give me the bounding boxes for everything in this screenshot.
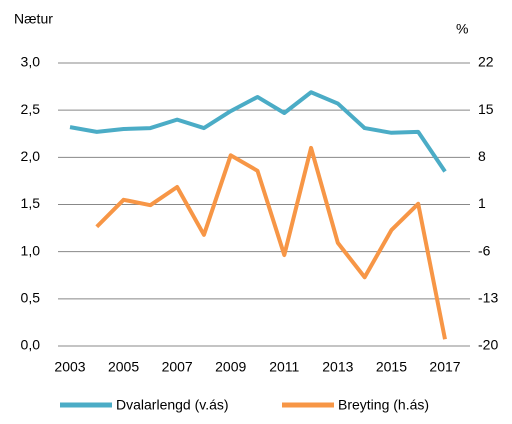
series-line [95, 145, 447, 340]
y2-tick-label: 15 [478, 101, 494, 117]
y2-tick-label: 22 [478, 54, 494, 70]
y2-axis-title: % [456, 21, 468, 37]
y-tick-label: 2,0 [21, 148, 41, 164]
y-tick-label: 1,0 [21, 242, 41, 258]
y-tick-label: 0,0 [21, 337, 41, 353]
y2-tick-label: -6 [478, 242, 491, 258]
x-tick-label: 2003 [54, 359, 85, 375]
x-tick-label: 2009 [215, 359, 246, 375]
y-tick-label: 3,0 [21, 54, 41, 70]
y2-tick-label: -13 [478, 290, 498, 306]
y2-tick-label: 1 [478, 195, 486, 211]
series-line [69, 90, 447, 173]
y2-tick-label: -20 [478, 337, 498, 353]
x-tick-label: 2013 [322, 359, 353, 375]
x-tick-label: 2007 [162, 359, 193, 375]
x-tick-label: 2017 [429, 359, 460, 375]
y2-tick-label: 8 [478, 148, 486, 164]
y-tick-label: 2,5 [21, 101, 41, 117]
legend-label: Breyting (h.ás) [338, 397, 429, 413]
x-tick-label: 2011 [269, 359, 299, 375]
y-axis-title: Nætur [14, 11, 53, 27]
y-tick-label: 0,5 [21, 290, 41, 306]
x-tick-label: 2005 [108, 359, 139, 375]
legend-label: Dvalarlengd (v.ás) [116, 397, 229, 413]
y-tick-label: 1,5 [21, 195, 41, 211]
x-tick-label: 2015 [376, 359, 407, 375]
